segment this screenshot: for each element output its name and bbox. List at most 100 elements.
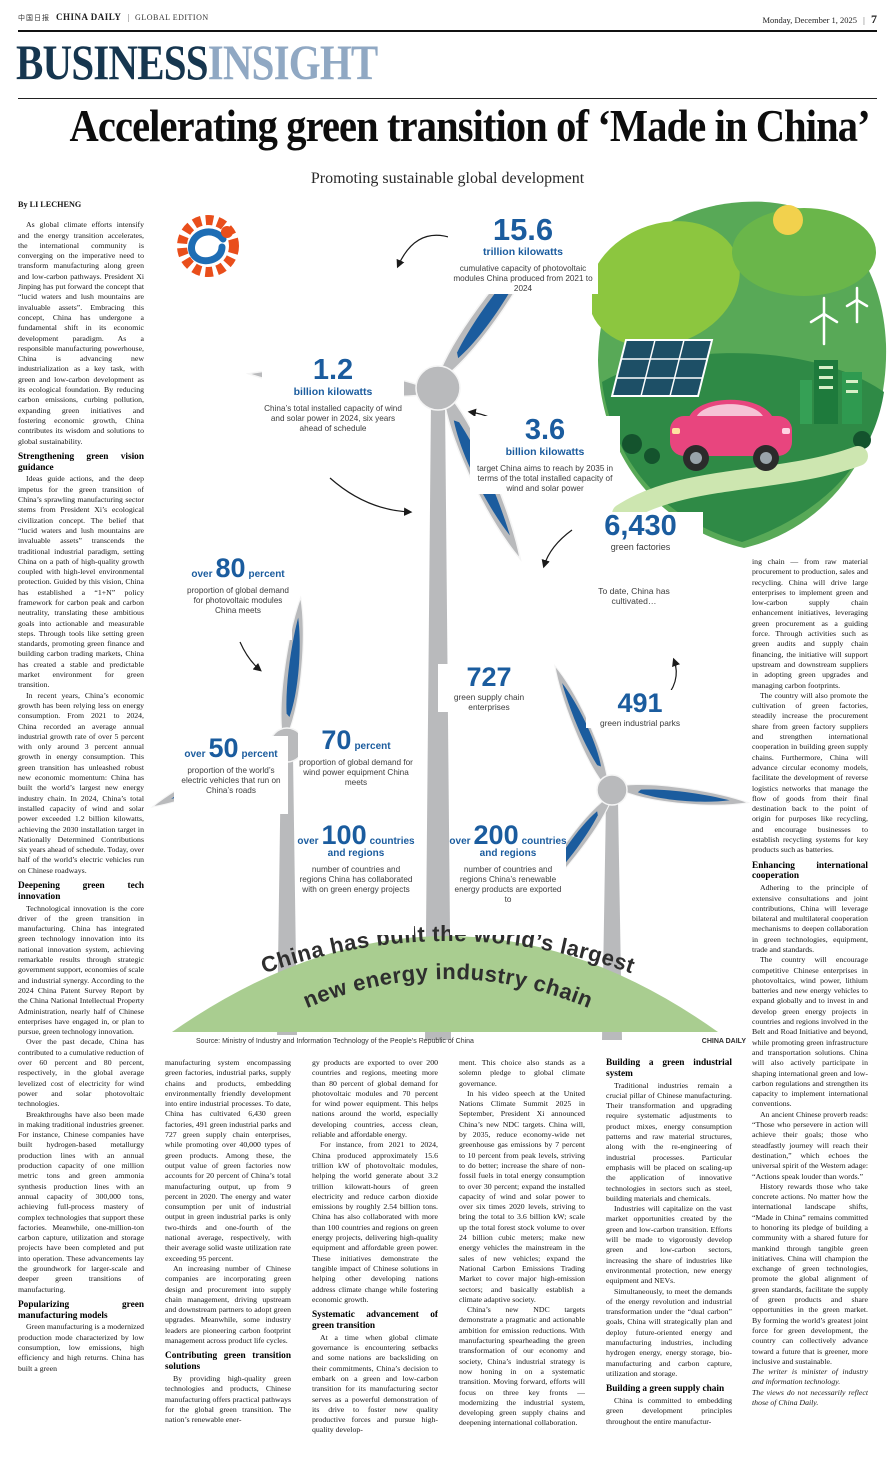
subsection-heading: Strengthening green vision guidance: [18, 451, 144, 473]
solar-panel-icon: [610, 339, 714, 397]
stat-ev-desc: proportion of the world’s electric vehic…: [181, 766, 281, 796]
masthead: 中国日报 CHINA DAILY | GLOBAL EDITION Monday…: [18, 10, 877, 26]
subheadline: Promoting sustainable global development: [310, 170, 585, 187]
stat-wind-suffix: percent: [354, 741, 391, 752]
stat-ev-suffix: percent: [241, 749, 278, 760]
subsection-heading: Deepening green tech innovation: [18, 881, 144, 902]
headline: Accelerating green transition of ‘Made i…: [69, 100, 871, 151]
stat-collab-prefix: over: [297, 836, 319, 847]
disclaimer: The views do not necessarily reflect tho…: [752, 1387, 868, 1408]
section-rule: [18, 98, 877, 99]
stat-pv-demand-prefix: over: [191, 569, 213, 580]
paragraph: An increasing number of Chinese companie…: [165, 1263, 291, 1346]
subsection-heading: Systematic advancement of green transiti…: [312, 1310, 438, 1331]
stat-ev-value: 50: [208, 733, 239, 763]
paragraph: Traditional industries remain a crucial …: [606, 1080, 732, 1203]
section-title: BUSINESSINSIGHT: [16, 34, 378, 90]
stat-pv-produced-value: 15.6: [492, 212, 554, 247]
paragraph: Adhering to the principle of extensive c…: [752, 883, 868, 954]
stat-collab-suffix: countries: [369, 836, 415, 847]
stat-pv-produced-unit: trillion kilowatts: [483, 246, 563, 258]
stat-ev-prefix: over: [184, 749, 206, 760]
paragraph: ing chain — from raw material procuremen…: [752, 557, 868, 690]
masthead-rule: [18, 30, 877, 32]
stat-pv-demand-value: 80: [215, 553, 246, 583]
stat-wind-value: 70: [321, 725, 352, 755]
stat-industrial-parks: 491 green industrial parks: [586, 690, 694, 728]
article-column-3: gy products are exported to over 200 cou…: [312, 1058, 438, 1478]
section-title-business: BUSINESS: [16, 34, 209, 90]
paragraph: gy products are exported to over 200 cou…: [312, 1058, 438, 1140]
agency-credit: CHINA DAILY: [701, 1038, 746, 1045]
stat-wind-desc: proportion of global demand for wind pow…: [299, 758, 413, 788]
tree-icon: [644, 448, 660, 464]
cultivated-note: To date, China has cultivated…: [582, 586, 686, 607]
subsection-heading: Popularizing green manufacturing models: [18, 1299, 144, 1321]
stat-exports-desc: number of countries and regions China’s …: [454, 865, 562, 905]
stat-supply-label: green supply chain enterprises: [453, 692, 525, 712]
subsection-heading: Building a green supply chain: [606, 1384, 725, 1395]
page-number: 7: [871, 12, 877, 26]
car-illustration: [670, 399, 792, 471]
stat-pv-produced-desc: cumulative capacity of photovoltaic modu…: [453, 264, 593, 293]
paragraph: Technological innovation is the core dri…: [18, 903, 144, 1037]
paragraph: Breakthroughs have also been made in mak…: [18, 1109, 144, 1294]
stat-collab-suffix2: and regions: [327, 848, 385, 860]
byline: By LI LECHENG: [18, 200, 82, 209]
stat-pv-demand-desc: proportion of global demand for photovol…: [187, 586, 289, 616]
green-buildings: [800, 360, 862, 424]
subsection-heading: Enhancing international cooperation: [752, 860, 868, 882]
masthead-divider-2: |: [863, 15, 865, 25]
stat-collab-desc: number of countries and regions China ha…: [299, 865, 413, 895]
source-line: Source: Ministry of Industry and Informa…: [196, 1038, 474, 1045]
road: [612, 446, 868, 524]
paragraph: ment. This choice also stands as a solem…: [459, 1058, 585, 1088]
stat-target-desc: target China aims to reach by 2035 in te…: [476, 464, 614, 493]
stat-exports-prefix: over: [449, 836, 471, 847]
paragraph: Ideas guide actions, and the deep impetu…: [18, 474, 144, 690]
card-spacer: [450, 728, 566, 823]
paragraph: Green manufacturing is a modernized prod…: [18, 1322, 144, 1373]
writer-credit: The writer is minister of industry and i…: [752, 1367, 868, 1387]
tree-icon: [622, 434, 642, 454]
article-column-4: ment. This choice also stands as a solem…: [459, 1058, 585, 1478]
turbine-right: [526, 662, 750, 908]
paragraph: Simultaneously, to meet the demands of t…: [606, 1286, 732, 1378]
paragraph: manufacturing system encompassing green …: [165, 1058, 291, 1263]
stat-supply-chain: 727 green supply chain enterprises: [438, 664, 540, 712]
article-column-5: Building a green industrial system Tradi…: [606, 1058, 732, 1478]
stat-target-unit: billion kilowatts: [505, 446, 585, 458]
stat-factories-label: green factories: [610, 542, 671, 552]
stat-pv-demand: over 80 percent proportion of global dem…: [184, 553, 292, 640]
stat-installed-unit: billion kilowatts: [293, 386, 373, 398]
eco-illustration: [588, 192, 890, 560]
paragraph: Industries will capitalize on the vast m…: [606, 1204, 732, 1286]
stat-exports: over 200 countries and regions number of…: [449, 820, 567, 935]
paragraph: The country will encourage competitive C…: [752, 955, 868, 1109]
paragraph: China’s new NDC targets demonstrate a pr…: [459, 1305, 585, 1428]
paragraph: History rewards those who take concrete …: [752, 1181, 868, 1366]
stat-target-2035: 3.6 billion kilowatts target China aims …: [470, 416, 620, 494]
stat-installed-desc: China’s total installed capacity of wind…: [264, 404, 402, 433]
paragraph: For instance, from 2021 to 2024, China p…: [312, 1140, 438, 1304]
stat-wind-demand: 70 percent proportion of global demand f…: [298, 725, 414, 823]
article-column-6: ing chain — from raw material procuremen…: [752, 557, 868, 1462]
stat-parks-value: 491: [617, 688, 663, 718]
green-hill: [172, 936, 718, 1032]
paragraph: Over the past decade, China has contribu…: [18, 1037, 144, 1109]
stat-ev-share: over 50 percent proportion of the world’…: [174, 733, 288, 814]
subsection-heading: Building a green industrial system: [606, 1058, 732, 1079]
stat-collab-value: 100: [321, 820, 367, 850]
tree-icon: [853, 431, 871, 449]
wind-turbines-graphic: China has built the world’s largest new …: [148, 222, 750, 1040]
subsection-heading: Contributing green transition solutions: [165, 1351, 291, 1373]
paragraph: In his video speech at the United Nation…: [459, 1088, 585, 1304]
mini-wind-turbines: [809, 286, 869, 346]
stat-parks-label: green industrial parks: [599, 718, 681, 728]
stat-installed-2024: 1.2 billion kilowatts China’s total inst…: [262, 356, 404, 434]
brand-name: CHINA DAILY: [56, 12, 122, 22]
stat-exports-value: 200: [473, 820, 519, 850]
stat-exports-suffix: countries: [521, 836, 567, 847]
stat-pv-demand-suffix: percent: [248, 569, 285, 580]
